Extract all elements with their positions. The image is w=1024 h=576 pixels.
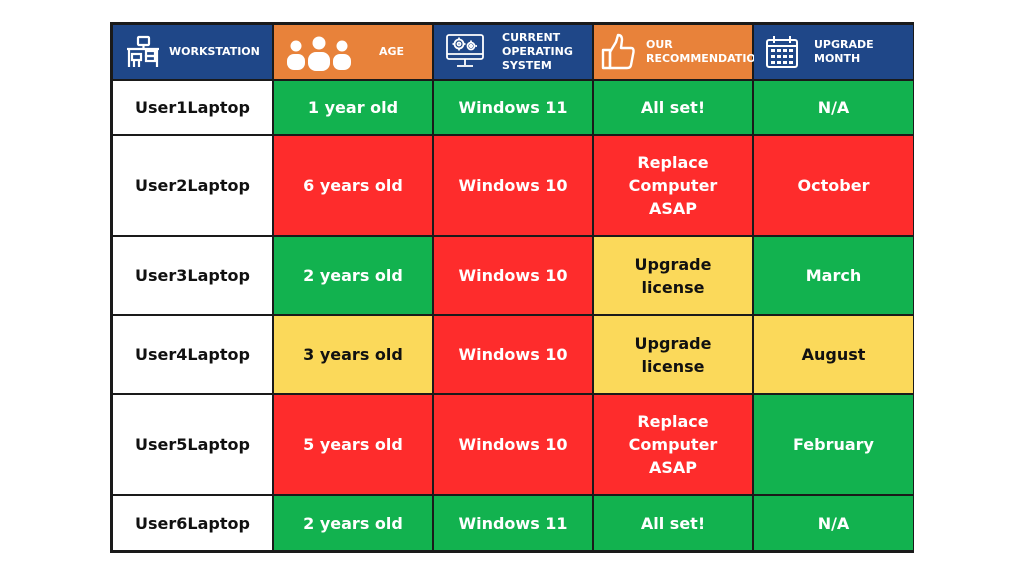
- upgrade-month-cell: October: [754, 136, 913, 235]
- workstation-cell: User4Laptop: [113, 316, 272, 393]
- recommendation-cell: Replace Computer ASAP: [594, 395, 752, 494]
- recommendation-cell: Upgrade license: [594, 316, 752, 393]
- os-cell: Windows 10: [434, 136, 592, 235]
- workstation-cell: User1Laptop: [113, 81, 272, 134]
- header-label: AGE: [378, 45, 404, 58]
- upgrade-month-cell: N/A: [754, 496, 913, 550]
- workstation-cell: User5Laptop: [113, 395, 272, 494]
- header-upgrade-month: UPGRADE MONTH: [754, 25, 913, 79]
- header-label: OUR RECOMMENDATION: [646, 38, 765, 65]
- age-cell: 5 years old: [274, 395, 432, 494]
- header-label: CURRENT OPERATING SYSTEM: [502, 31, 573, 72]
- os-cell: Windows 10: [434, 237, 592, 314]
- age-cell: 6 years old: [274, 136, 432, 235]
- age-cell: 2 years old: [274, 237, 432, 314]
- age-cell: 1 year old: [274, 81, 432, 134]
- header-age: AGE: [274, 25, 432, 79]
- os-cell: Windows 11: [434, 81, 592, 134]
- os-cell: Windows 11: [434, 496, 592, 550]
- recommendation-cell: All set!: [594, 496, 752, 550]
- computer-gear-icon: [446, 34, 484, 67]
- upgrade-month-cell: February: [754, 395, 913, 494]
- workstation-cell: User2Laptop: [113, 136, 272, 235]
- header-label: UPGRADE MONTH: [814, 38, 874, 65]
- upgrade-month-cell: N/A: [754, 81, 913, 134]
- thumbs-up-icon: [601, 33, 635, 70]
- header-operating-system: CURRENT OPERATING SYSTEM: [434, 25, 592, 79]
- calendar-icon: [766, 36, 798, 68]
- age-cell: 2 years old: [274, 496, 432, 550]
- age-cell: 3 years old: [274, 316, 432, 393]
- upgrade-month-cell: March: [754, 237, 913, 314]
- recommendation-cell: All set!: [594, 81, 752, 134]
- os-cell: Windows 10: [434, 395, 592, 494]
- people-icon: [287, 36, 351, 71]
- workstation-cell: User3Laptop: [113, 237, 272, 314]
- header-workstation: WORKSTATION: [113, 25, 272, 79]
- workstation-cell: User6Laptop: [113, 496, 272, 550]
- os-cell: Windows 10: [434, 316, 592, 393]
- recommendation-cell: Replace Computer ASAP: [594, 136, 752, 235]
- header-label: WORKSTATION: [169, 45, 260, 58]
- upgrade-month-cell: August: [754, 316, 913, 393]
- desk-icon: [127, 35, 159, 67]
- workstation-status-table: WORKSTATION AGE CURR: [110, 22, 914, 553]
- recommendation-cell: Upgrade license: [594, 237, 752, 314]
- header-recommendation: OUR RECOMMENDATION: [594, 25, 765, 79]
